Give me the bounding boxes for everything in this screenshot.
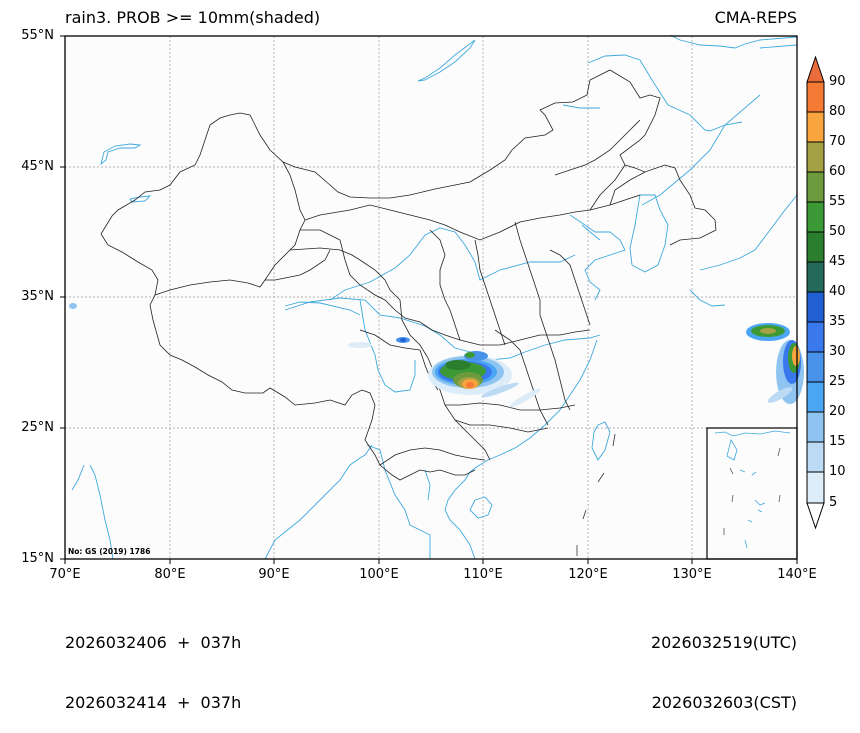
- map-canvas: [60, 34, 825, 564]
- colorbar: [806, 55, 825, 530]
- admin-borders: [100, 69, 717, 481]
- lon-label-90e: 90°E: [258, 567, 290, 582]
- colorbar-label: 25: [829, 374, 846, 389]
- lat-label-35n: 35°N: [21, 289, 54, 304]
- lon-label-80e: 80°E: [154, 567, 186, 582]
- inset-map: [706, 427, 798, 560]
- chart-title: rain3. PROB >= 10mm(shaded): [65, 8, 321, 27]
- lat-label-15n: 15°N: [21, 551, 54, 566]
- valid-time-cst: 2026032603(CST): [651, 693, 797, 712]
- colorbar-label: 80: [829, 104, 846, 119]
- colorbar-label: 60: [829, 164, 846, 179]
- colorbar-label: 30: [829, 344, 846, 359]
- lon-label-130e: 130°E: [672, 567, 712, 582]
- colorbar-label: 35: [829, 314, 846, 329]
- lon-label-110e: 110°E: [463, 567, 503, 582]
- lon-label-100e: 100°E: [359, 567, 399, 582]
- init-time-utc: 2026032406 + 037h: [65, 633, 242, 652]
- colorbar-label: 10: [829, 464, 846, 479]
- lat-label-25n: 25°N: [21, 420, 54, 435]
- lon-label-140e: 140°E: [777, 567, 817, 582]
- axis-ticks: [60, 35, 798, 564]
- lat-label-55n: 55°N: [21, 28, 54, 43]
- colorbar-under-triangle: [806, 502, 825, 530]
- colorbar-label: 45: [829, 254, 846, 269]
- colorbar-label: 5: [829, 495, 838, 510]
- boundary-dashes: [576, 433, 616, 556]
- init-time-cst: 2026032414 + 037h: [65, 693, 242, 712]
- colorbar-label: 70: [829, 134, 846, 149]
- valid-time-block: 2026032519(UTC) 2026032603(CST): [651, 593, 797, 733]
- valid-time-utc: 2026032519(UTC): [651, 633, 797, 652]
- init-time-block: 2026032406 + 037h 2026032414 + 037h: [65, 593, 241, 733]
- colorbar-label: 90: [829, 74, 846, 89]
- colorbar-label: 40: [829, 284, 846, 299]
- colorbar-label: 20: [829, 404, 846, 419]
- model-name: CMA-REPS: [714, 8, 797, 27]
- map-background: [65, 36, 797, 559]
- lon-label-120e: 120°E: [568, 567, 608, 582]
- colorbar-label: 55: [829, 194, 846, 209]
- gridlines: [65, 36, 797, 559]
- colorbar-label: 50: [829, 224, 846, 239]
- map-approval-note: No: GS (2019) 1786: [68, 547, 151, 556]
- lat-label-45n: 45°N: [21, 159, 54, 174]
- colorbar-over-triangle: [806, 55, 825, 83]
- lon-label-70e: 70°E: [49, 567, 81, 582]
- colorbar-label: 15: [829, 434, 846, 449]
